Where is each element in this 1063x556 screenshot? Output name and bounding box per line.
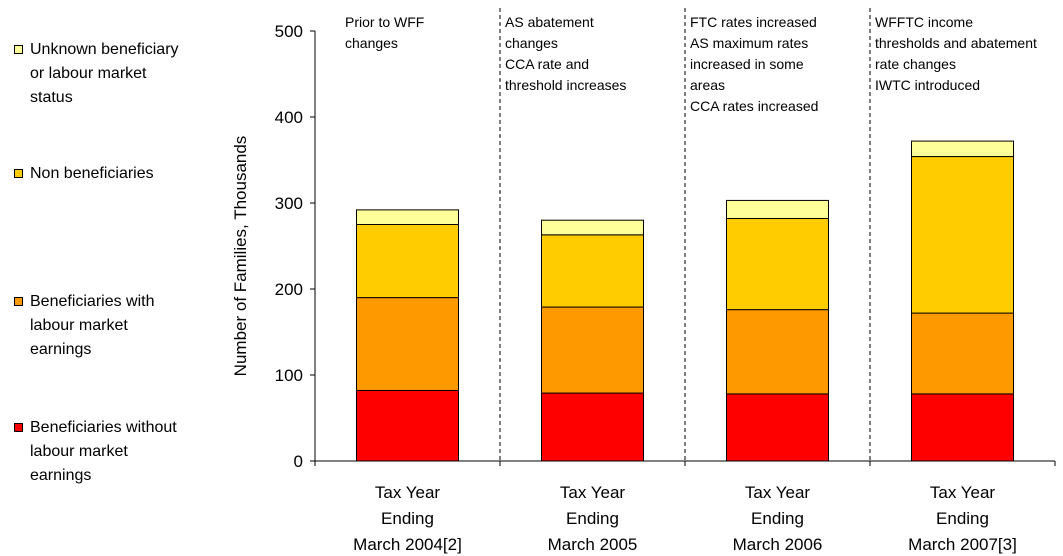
bar-segment [911,156,1014,314]
x-tick-label: Ending [936,509,989,528]
annotation-text: threshold increases [505,77,626,93]
x-tick-label: March 2005 [548,535,638,554]
x-tick-label: Tax Year [375,483,441,502]
annotation-text: increased in some [690,56,804,72]
annotation-text: thresholds and abatement [875,35,1037,51]
y-axis-label: Number of Families, Thousands [231,136,250,377]
bar-segment [911,393,1014,462]
annotation-text: FTC rates increased [690,14,817,30]
annotation-text: AS maximum rates [690,35,808,51]
annotation-text: changes [505,35,558,51]
x-tick-label: Tax Year [560,483,626,502]
bar-segment [541,392,644,462]
x-tick-label: Ending [751,509,804,528]
bar-segment [911,140,1014,158]
bar-segment [541,306,644,394]
bar-segment [541,219,644,236]
x-tick-label: Ending [381,509,434,528]
legend-label-unknown: Unknown beneficiary or labour market sta… [30,41,179,106]
x-tick-label: March 2004[2] [353,535,462,554]
annotation-text: IWTC introduced [875,77,980,93]
bar-segment [356,297,459,391]
annotation-text: WFFTC income [875,14,973,30]
plot-area: Tax Year Ending March 2004[2] Prior to WFF c… [231,8,1056,554]
y-tick-label: 200 [275,280,303,299]
annotation-text: Prior to WFF [345,14,424,30]
legend-label-beneficiaries-without-earnings: Beneficiaries without labour market earn… [30,419,177,484]
y-tick-label: 100 [275,366,303,385]
bar-segment [726,393,829,462]
bar-segment [911,312,1014,395]
x-tick-label: Ending [566,509,619,528]
y-tick-label: 300 [275,194,303,213]
annotation-text: areas [690,77,725,93]
bar-segment [541,234,644,308]
x-tick-label: March 2006 [733,535,823,554]
bar-segment [726,199,829,219]
legend-swatch-beneficiaries-with-earnings [14,297,23,306]
bar-segment [356,224,459,299]
annotation-text: rate changes [875,56,956,72]
y-tick-label: 500 [275,22,303,41]
legend-swatch-unknown [14,45,23,54]
annotation-text: AS abatement [505,14,594,30]
x-tick-label: March 2007[3] [908,535,1017,554]
legend-swatch-beneficiaries-without-earnings [14,423,23,432]
legend-label-beneficiaries-with-earnings: Beneficiaries with labour market earning… [30,293,155,358]
bar-segment [726,217,829,311]
legend-label-non-beneficiaries: Non beneficiaries [30,165,154,182]
annotation-text: CCA rates increased [690,98,818,114]
bar-segment [356,209,459,226]
bar-segment [356,389,459,462]
chart-legend: Unknown beneficiary or labour market sta… [0,0,230,556]
annotation-text: changes [345,35,398,51]
y-tick-label: 0 [294,452,303,471]
x-tick-label: Tax Year [930,483,996,502]
bar-segment [726,309,829,395]
legend-swatch-non-beneficiaries [14,169,23,178]
annotation-text: CCA rate and [505,56,589,72]
y-tick-label: 400 [275,108,303,127]
x-tick-label: Tax Year [745,483,811,502]
